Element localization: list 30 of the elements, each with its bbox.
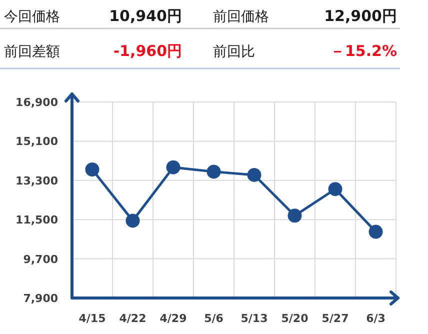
x-tick-label: 4/15 bbox=[78, 312, 106, 325]
y-tick-label: 9,700 bbox=[23, 252, 58, 266]
point bbox=[126, 214, 140, 228]
x-tick-label: 5/6 bbox=[204, 312, 224, 325]
text: 前回比 bbox=[213, 44, 255, 60]
point bbox=[85, 162, 100, 177]
y-tick-label: 15,100 bbox=[16, 135, 58, 148]
y-tick-label: 11,500 bbox=[16, 214, 58, 227]
point bbox=[247, 168, 262, 182]
x-tick-label: 4/29 bbox=[160, 312, 187, 325]
point bbox=[368, 224, 383, 239]
y-tick-label: 16,900 bbox=[16, 96, 58, 109]
x-tick-label: 5/13 bbox=[240, 312, 268, 325]
text: 今回価格 bbox=[4, 9, 60, 25]
text: 12,900円 bbox=[324, 7, 397, 25]
y-tick-label: 13,300 bbox=[16, 174, 58, 188]
text: 前回差額 bbox=[4, 44, 60, 60]
point bbox=[206, 164, 221, 179]
text: -1,960円 bbox=[113, 42, 182, 60]
point bbox=[288, 208, 302, 223]
text: 10,940円 bbox=[109, 7, 182, 25]
point bbox=[166, 160, 180, 174]
y-tick-label: 7,900 bbox=[23, 292, 58, 305]
point bbox=[328, 182, 342, 196]
x-tick-label: 6/3 bbox=[366, 312, 386, 325]
text: －15.2% bbox=[330, 42, 397, 60]
text: 前回価格 bbox=[213, 9, 269, 25]
x-tick-label: 5/20 bbox=[281, 312, 309, 325]
x-tick-label: 5/27 bbox=[322, 312, 349, 325]
x-tick-label: 4/22 bbox=[119, 312, 146, 325]
